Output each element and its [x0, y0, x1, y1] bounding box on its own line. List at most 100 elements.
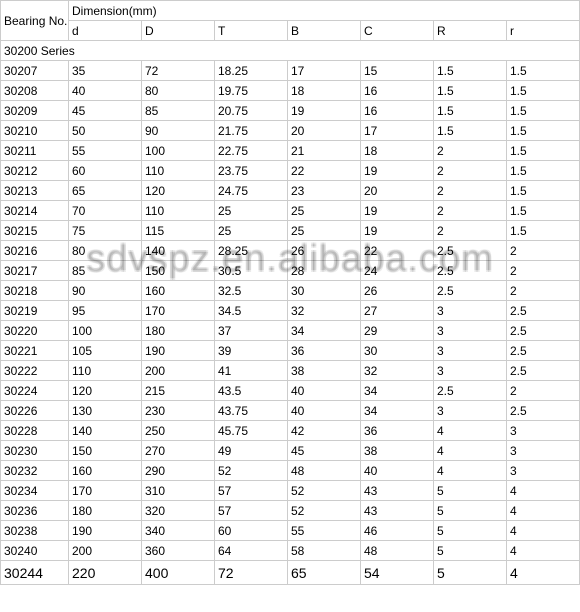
cell-C: 24	[361, 261, 434, 281]
header-D: D	[142, 21, 215, 41]
cell-d: 105	[69, 341, 142, 361]
cell-T: 57	[215, 501, 288, 521]
cell-d: 100	[69, 321, 142, 341]
cell-d: 110	[69, 361, 142, 381]
cell-C: 46	[361, 521, 434, 541]
cell-D: 360	[142, 541, 215, 561]
cell-r: 1.5	[507, 181, 580, 201]
table-row: 30209458520.7519161.51.5	[1, 101, 580, 121]
cell-R: 1.5	[434, 81, 507, 101]
cell-r: 1.5	[507, 121, 580, 141]
cell-B: 25	[288, 221, 361, 241]
cell-C: 16	[361, 81, 434, 101]
cell-B: 20	[288, 121, 361, 141]
cell-R: 2	[434, 181, 507, 201]
cell-D: 290	[142, 461, 215, 481]
table-row: 3022814025045.75423643	[1, 421, 580, 441]
table-row: 3022010018037342932.5	[1, 321, 580, 341]
cell-R: 3	[434, 301, 507, 321]
cell-R: 2	[434, 201, 507, 221]
cell-R: 2.5	[434, 381, 507, 401]
cell-C: 20	[361, 181, 434, 201]
table-row: 302147011025251921.5	[1, 201, 580, 221]
table-row: 30208408019.7518161.51.5	[1, 81, 580, 101]
cell-d: 220	[69, 561, 142, 585]
cell-d: 95	[69, 301, 142, 321]
cell-C: 54	[361, 561, 434, 585]
cell-C: 18	[361, 141, 434, 161]
cell-bearing: 30244	[1, 561, 69, 585]
cell-bearing: 30218	[1, 281, 69, 301]
cell-B: 17	[288, 61, 361, 81]
cell-R: 1.5	[434, 61, 507, 81]
cell-T: 21.75	[215, 121, 288, 141]
cell-R: 3	[434, 341, 507, 361]
cell-C: 17	[361, 121, 434, 141]
cell-B: 55	[288, 521, 361, 541]
cell-C: 19	[361, 221, 434, 241]
table-row: 3022613023043.75403432.5	[1, 401, 580, 421]
cell-R: 3	[434, 361, 507, 381]
cell-D: 115	[142, 221, 215, 241]
cell-r: 2.5	[507, 361, 580, 381]
cell-bearing: 30214	[1, 201, 69, 221]
cell-D: 215	[142, 381, 215, 401]
cell-d: 150	[69, 441, 142, 461]
cell-T: 57	[215, 481, 288, 501]
cell-D: 190	[142, 341, 215, 361]
cell-r: 3	[507, 461, 580, 481]
cell-D: 270	[142, 441, 215, 461]
cell-C: 26	[361, 281, 434, 301]
cell-r: 2	[507, 281, 580, 301]
cell-r: 2	[507, 381, 580, 401]
header-C: C	[361, 21, 434, 41]
cell-D: 110	[142, 201, 215, 221]
cell-C: 34	[361, 381, 434, 401]
cell-r: 3	[507, 421, 580, 441]
cell-r: 2	[507, 261, 580, 281]
table-row: 3022412021543.540342.52	[1, 381, 580, 401]
cell-T: 19.75	[215, 81, 288, 101]
cell-bearing: 30209	[1, 101, 69, 121]
table-row: 3022211020041383232.5	[1, 361, 580, 381]
cell-d: 160	[69, 461, 142, 481]
cell-B: 42	[288, 421, 361, 441]
table-row: 302126011023.75221921.5	[1, 161, 580, 181]
series-row: 30200 Series	[1, 41, 580, 61]
cell-r: 1.5	[507, 221, 580, 241]
cell-r: 2.5	[507, 401, 580, 421]
table-row: 3023216029052484043	[1, 461, 580, 481]
cell-B: 38	[288, 361, 361, 381]
cell-bearing: 30236	[1, 501, 69, 521]
cell-r: 1.5	[507, 141, 580, 161]
cell-R: 2.5	[434, 241, 507, 261]
table-row: 302178515030.528242.52	[1, 261, 580, 281]
cell-R: 2.5	[434, 281, 507, 301]
header-B: B	[288, 21, 361, 41]
cell-d: 65	[69, 181, 142, 201]
cell-d: 120	[69, 381, 142, 401]
cell-bearing: 30219	[1, 301, 69, 321]
cell-B: 48	[288, 461, 361, 481]
cell-D: 140	[142, 241, 215, 261]
cell-B: 40	[288, 381, 361, 401]
cell-D: 230	[142, 401, 215, 421]
cell-D: 310	[142, 481, 215, 501]
cell-bearing: 30222	[1, 361, 69, 381]
cell-R: 1.5	[434, 121, 507, 141]
cell-r: 4	[507, 501, 580, 521]
cell-R: 5	[434, 521, 507, 541]
cell-r: 2	[507, 241, 580, 261]
cell-R: 5	[434, 541, 507, 561]
cell-bearing: 30232	[1, 461, 69, 481]
cell-T: 41	[215, 361, 288, 381]
cell-r: 2.5	[507, 341, 580, 361]
cell-B: 25	[288, 201, 361, 221]
cell-d: 200	[69, 541, 142, 561]
cell-C: 48	[361, 541, 434, 561]
cell-bearing: 30240	[1, 541, 69, 561]
cell-d: 80	[69, 241, 142, 261]
cell-B: 45	[288, 441, 361, 461]
cell-T: 22.75	[215, 141, 288, 161]
cell-T: 64	[215, 541, 288, 561]
